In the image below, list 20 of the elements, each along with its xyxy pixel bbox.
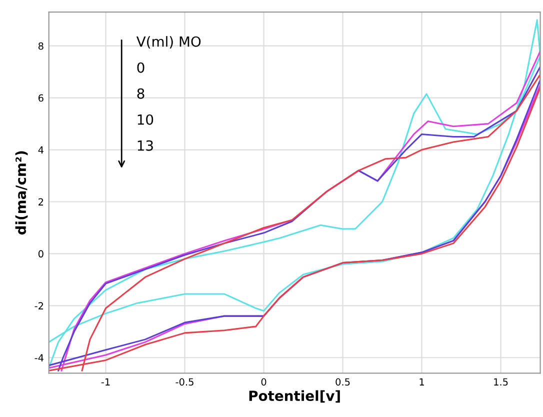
x-axis-title: Potentiel[v] [249, 390, 340, 403]
x-tick-label: 1.5 [494, 378, 508, 386]
annotation: V(ml) MO [136, 36, 201, 48]
y-tick-label: -2 [34, 302, 44, 310]
y-tick-label: 8 [38, 42, 44, 50]
y-tick-label: 0 [38, 250, 44, 258]
y-tick-label: -4 [34, 354, 44, 362]
x-tick-label: -0.5 [176, 378, 194, 386]
x-tick-label: -1 [101, 378, 110, 386]
x-tick-label: 1 [420, 378, 424, 386]
y-axis-title: di(ma/cm²) [15, 151, 28, 235]
annotation: 10 [138, 114, 154, 125]
annotation: 0 [137, 62, 144, 73]
x-tick-label: 0.5 [336, 378, 350, 386]
annotation: 8 [137, 88, 144, 99]
annotation: 13 [138, 140, 153, 151]
x-tick-label: 0 [261, 378, 266, 386]
y-tick-label: 4 [38, 146, 44, 154]
y-tick-label: 2 [38, 198, 44, 206]
y-tick-label: 6 [38, 94, 44, 102]
